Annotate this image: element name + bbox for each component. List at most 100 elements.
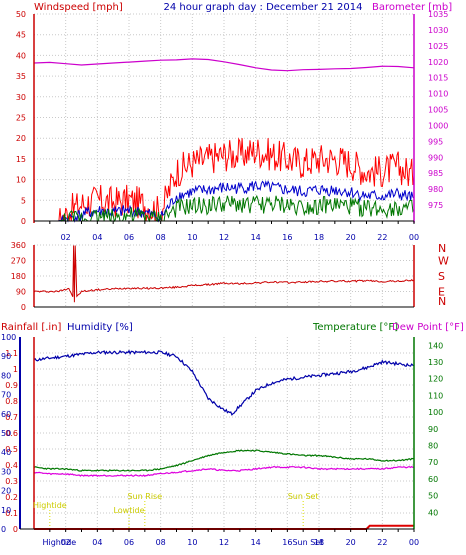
panel3-x-tick-label: 02 xyxy=(61,538,71,547)
wind-direction-series-line xyxy=(33,245,415,303)
panel3-x-tick-label: 12 xyxy=(219,538,229,547)
panel3-rain-tick-label: 0.1 xyxy=(5,509,18,518)
panel1-left-tick-label: 5 xyxy=(21,196,26,205)
panel3-temperature-tick-label: 140 xyxy=(428,341,443,350)
panel3-annotation-label: Sun Rise xyxy=(128,492,163,501)
panel1-right-tick-label: 1005 xyxy=(428,106,448,115)
panel3-humidity-tick-label: 0 xyxy=(1,525,6,534)
panel3-temperature-tick-label: 110 xyxy=(428,391,443,400)
panel3-x-tick-label: 20 xyxy=(346,538,356,547)
panel3-humidity-tick-label: 30 xyxy=(1,467,11,476)
panel1-right-tick-label: 1000 xyxy=(428,121,448,130)
panel1-left-tick-label: 45 xyxy=(16,31,26,40)
panel1-left-tick-label: 10 xyxy=(16,176,26,185)
dewpoint-series-line xyxy=(33,465,415,478)
panel3-dewpoint-axis-title: Dew Point [°F] xyxy=(392,322,464,333)
axes-layer xyxy=(19,14,415,532)
panel3-rain-tick-label: 0.7 xyxy=(5,413,18,422)
panel3-rain-tick-label: 0.5 xyxy=(5,445,18,454)
panel3-temperature-tick-label: 100 xyxy=(428,408,443,417)
panel1-left-tick-label: 0 xyxy=(21,217,26,226)
panel1-right-tick-label: 1015 xyxy=(428,74,448,83)
panel1-x-tick-label: 18 xyxy=(314,233,324,242)
panel1-x-tick-label: 16 xyxy=(282,233,292,242)
panel3-x-tick-label: 04 xyxy=(92,538,102,547)
panel1-left-axis-title: Windspeed [mph] xyxy=(34,2,123,13)
panel3-humidity-tick-label: 60 xyxy=(1,410,11,419)
panel1-left-tick-label: 20 xyxy=(16,134,26,143)
panel1-right-tick-label: 1010 xyxy=(428,90,448,99)
panel3-x-tick-label: 14 xyxy=(251,538,261,547)
panel3-rain-tick-label: 0.6 xyxy=(5,429,18,438)
panel3-temperature-tick-label: 60 xyxy=(428,475,438,484)
panel3-annotation-label: Hightide xyxy=(33,501,67,510)
panel2-tick-label: 270 xyxy=(11,257,26,266)
panel3-x-tick-label: 00 xyxy=(409,538,419,547)
panel2-tick-label: 0 xyxy=(21,303,26,312)
panel3-rain-axis-title: Rainfall [.in] xyxy=(1,322,62,333)
barometer-series-line xyxy=(33,58,415,72)
temperature-series-line xyxy=(33,449,415,472)
panel3-rain-tick-label: 0.3 xyxy=(5,477,18,486)
panel3-x-tick-label: 08 xyxy=(156,538,166,547)
panel3-annotation-label: Lowtide xyxy=(113,506,144,515)
panel3-x-tick-label: 16 xyxy=(282,538,292,547)
panel1-x-tick-label: 00 xyxy=(409,233,419,242)
panel3-x-tick-label: 06 xyxy=(124,538,134,547)
humidity-series-line xyxy=(33,349,415,416)
panel1-left-tick-label: 50 xyxy=(16,10,26,19)
panel1-x-tick-label: 02 xyxy=(61,233,71,242)
panel3-annotation-label: Sun Set xyxy=(292,538,323,547)
grid-layer xyxy=(34,13,415,530)
panel3-temperature-axis-title: Temperature [°F] xyxy=(312,322,398,333)
panel1-right-tick-label: 1020 xyxy=(428,58,448,67)
panel3-temperature-tick-label: 80 xyxy=(428,442,438,451)
panel2-compass-label: S xyxy=(438,270,445,283)
panel3-rain-tick-label: 0.8 xyxy=(5,397,18,406)
panel1-right-tick-label: 980 xyxy=(428,185,443,194)
panel1-left-tick-label: 35 xyxy=(16,72,26,81)
panel1-x-tick-label: 12 xyxy=(219,233,229,242)
chart-title: 24 hour graph day : December 21 2014 xyxy=(164,2,363,13)
panel1-right-tick-label: 990 xyxy=(428,153,443,162)
panel1-left-tick-label: 40 xyxy=(16,51,26,60)
panel3-annotation-label: Sun Set xyxy=(288,492,319,501)
panel1-x-tick-label: 08 xyxy=(156,233,166,242)
panel3-humidity-tick-label: 90 xyxy=(1,352,11,361)
panel1-left-tick-label: 25 xyxy=(16,114,26,123)
panel1-right-tick-label: 995 xyxy=(428,137,443,146)
panel1-right-tick-label: 1025 xyxy=(428,42,448,51)
wind-series-line-2 xyxy=(34,179,415,223)
panel3-x-tick-label: 22 xyxy=(377,538,387,547)
panel2-tick-label: 90 xyxy=(16,288,26,297)
panel1-x-tick-label: 06 xyxy=(124,233,134,242)
panel2-compass-label: W xyxy=(438,255,449,268)
panel3-humidity-tick-label: 20 xyxy=(1,487,11,496)
panel3-rain-tick-label: 0 xyxy=(13,525,18,534)
panel2-tick-label: 180 xyxy=(11,272,26,281)
panel3-humidity-tick-label: 50 xyxy=(1,429,11,438)
panel3-rain-tick-label: 1 xyxy=(13,365,18,374)
labels-layer: 0510152025303540455097598098599099510001… xyxy=(1,10,449,547)
panel1-right-tick-label: 975 xyxy=(428,201,443,210)
panel3-temperature-tick-label: 40 xyxy=(428,508,438,517)
panel1-x-tick-label: 04 xyxy=(92,233,102,242)
panel1-x-tick-label: 14 xyxy=(251,233,261,242)
panel3-annotation-label: Hightide xyxy=(42,538,76,547)
panel2-compass-label: N xyxy=(438,242,446,255)
panel3-rain-tick-label: 0.4 xyxy=(5,461,18,470)
panel3-humidity-tick-label: 80 xyxy=(1,371,11,380)
panel1-x-tick-label: 20 xyxy=(346,233,356,242)
panel3-humidity-tick-label: 10 xyxy=(1,506,11,515)
panel2-compass-label: E xyxy=(438,286,445,299)
panel2-tick-label: 360 xyxy=(11,241,26,250)
panel3-humidity-tick-label: 40 xyxy=(1,448,11,457)
panel3-rain-tick-label: 0.9 xyxy=(5,381,18,390)
panel3-humidity-axis-title: Humidity [%] xyxy=(67,322,133,333)
panel3-humidity-tick-label: 70 xyxy=(1,391,11,400)
panel1-right-tick-label: 1030 xyxy=(428,26,448,35)
wind-series-line-1 xyxy=(34,137,415,222)
panel3-humidity-tick-label: 100 xyxy=(1,333,16,342)
